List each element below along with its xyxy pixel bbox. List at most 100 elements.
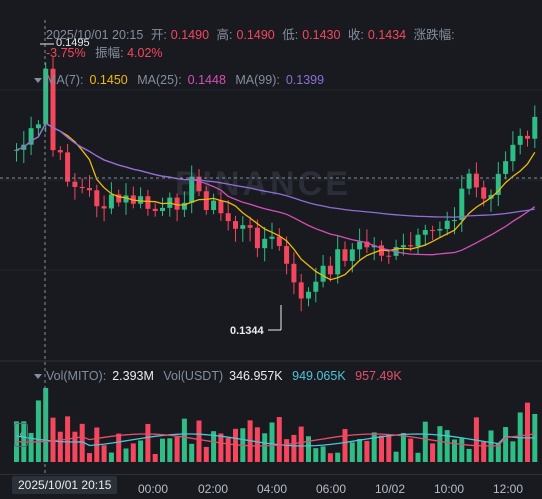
ma99-value: 0.1399 [285,73,325,87]
volume-bar [335,452,341,462]
time-tick: 10/02 [375,482,406,496]
candle-body [364,241,370,248]
candle-body [517,135,523,145]
volume-bar [503,427,509,462]
scroll-left-icon[interactable]: ‹ [14,423,28,447]
candle-body [466,173,472,189]
time-tick: 06:00 [316,482,347,496]
candle-body [203,191,209,211]
volume-bar [371,432,377,462]
vol-ma1-value: 949.065K [292,369,346,383]
volume-bar [379,435,384,462]
candle-body [50,68,56,151]
volume-bar [408,438,414,462]
volume-bar [364,440,370,462]
candle-body [408,245,414,247]
crosshair-time-label: 2025/10/01 20:15 [12,476,118,494]
candle-body [320,265,326,282]
vol-ma2-value: 957.49K [355,369,402,383]
candle-body [335,249,341,275]
candle-body [87,188,92,191]
candle-body [57,150,63,153]
vol-usdt-value: 346.957K [229,369,283,383]
close-value: 0.1434 [367,28,407,42]
candle-datetime: 2025/10/01 20:15 [46,28,144,42]
volume-bar [444,430,450,462]
volume-bar [28,432,34,462]
candle-body [306,291,311,299]
volume-bar [284,439,290,462]
candle-body [269,236,275,239]
ma7-line [16,122,536,281]
volume-bar [101,445,107,462]
candle-body [495,173,501,195]
volume-bar [130,443,136,462]
candle-body [342,249,348,261]
candle-body [430,230,436,232]
candle-body [254,227,260,249]
volume-bar [466,448,472,462]
open-value: 0.1490 [170,28,210,42]
candle-body [262,238,268,249]
candle-body [108,194,114,209]
candle-body [211,200,217,211]
volume-bar [145,423,151,462]
candle-body [138,196,144,204]
volume-collapse-icon[interactable] [34,374,42,379]
volume-bar [298,426,304,462]
volume-bar [415,452,421,462]
high-price-marker: 0.1495 [56,37,90,49]
volume-bar [481,441,487,462]
volume-bar [43,387,49,462]
time-tick: 02:00 [198,482,229,496]
time-tick: 04:00 [257,482,288,496]
candle-body [116,194,122,203]
volume-bar [225,437,231,462]
volume-bar [349,442,355,462]
volume-bar [313,448,319,462]
candle-body [276,236,282,247]
candle-body [444,220,450,229]
ma-collapse-icon[interactable] [34,78,42,83]
volume-bar [327,453,333,462]
low-price-marker: 0.1344 [230,325,264,337]
volume-bar [218,433,224,462]
candle-body [181,202,187,210]
candle-body [28,128,34,145]
ma-legend: MA(7): 0.1450 MA(25): 0.1448 MA(99): 0.1399 [46,73,325,87]
candle-body [291,263,297,283]
volume-bar [108,452,114,462]
time-tick: 12:00 [493,482,524,496]
volume-bar [291,434,297,462]
candle-body [14,149,19,151]
candle-body [510,144,516,162]
ma25-line [16,122,536,256]
volume-bar [116,433,122,462]
candle-body [247,225,253,228]
volume-bar [189,443,195,462]
candle-body [452,220,457,222]
candle-body [160,207,165,211]
volume-bar [196,420,202,462]
volume-bar [57,431,63,462]
ma7-value: 0.1450 [89,73,128,87]
volume-bar [167,438,173,462]
candle-body [284,246,290,264]
volume-bar [452,439,457,462]
candle-body [174,197,180,210]
candle-body [327,265,333,275]
volume-bar [72,431,78,462]
volume-bar [35,400,41,462]
volume-bar [393,451,399,462]
volume-legend: Vol(MITO): 2.393M Vol(USDT) 346.957K 949.0… [46,369,402,383]
candle-body [525,135,530,139]
candle-body [532,116,538,139]
candle-body [488,194,494,199]
candle-body [35,124,41,129]
candle-body [65,152,71,182]
candle-body [481,187,487,199]
candle-body [349,249,355,261]
volume-bar [276,417,282,462]
vol-mito-value: 2.393M [112,369,154,383]
